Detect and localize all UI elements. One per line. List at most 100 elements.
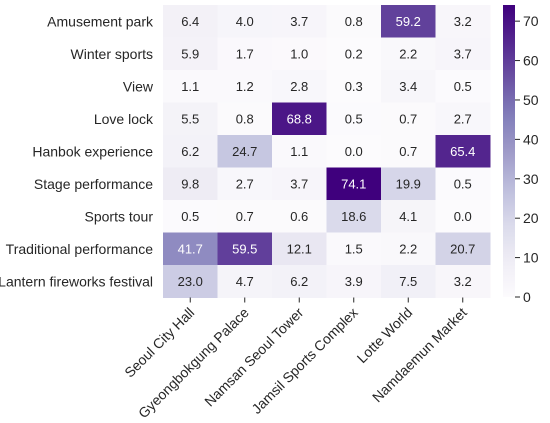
cell-value-label: 0.8 <box>236 111 254 126</box>
heatmap-cell <box>272 102 327 136</box>
heatmap-cell <box>326 167 382 201</box>
colorbar-tick-label: 30 <box>523 171 539 187</box>
heatmap-cell <box>272 135 327 168</box>
cell-value-label: 59.5 <box>232 241 257 256</box>
heatmap-cells: 6.4 4.0 3.7 0.8 59.2 3.2 5.9 1.7 1.0 0.2 2.2 3.7 1.1… <box>163 5 491 298</box>
colorbar-tick-label: 70 <box>523 13 539 29</box>
cell-value-label: 41.7 <box>178 241 203 256</box>
cell-value-label: 4.0 <box>236 14 254 29</box>
heatmap-cell <box>435 265 491 298</box>
heatmap-cell <box>163 5 218 38</box>
heatmap-cell <box>381 102 436 136</box>
heatmap-cell <box>435 70 491 103</box>
cell-value-label: 5.9 <box>181 46 199 61</box>
row-label: Stage performance <box>34 176 153 192</box>
row-label: Amusement park <box>47 13 154 29</box>
heatmap-cell <box>217 37 273 71</box>
cell-value-label: 0.0 <box>454 209 472 224</box>
heatmap-cell <box>163 37 218 71</box>
column-label: Namsan Seoul Tower <box>201 304 306 409</box>
cell-value-label: 20.7 <box>450 241 475 256</box>
colorbar-tick-label: 50 <box>523 92 539 108</box>
row-label: View <box>123 78 154 94</box>
cell-value-label: 0.6 <box>290 209 308 224</box>
cell-value-label: 3.2 <box>454 14 472 29</box>
heatmap-cell <box>272 70 327 103</box>
heatmap-cell <box>163 102 218 136</box>
colorbar-tick-label: 40 <box>523 131 539 147</box>
row-label: Lantern fireworks festival <box>0 273 153 289</box>
cell-value-label: 59.2 <box>396 14 421 29</box>
heatmap-cell <box>163 167 218 201</box>
cell-value-label: 0.5 <box>454 79 472 94</box>
heatmap-cell <box>217 135 273 168</box>
heatmap-cell <box>217 200 273 233</box>
column-label: Namdaemun Market <box>369 304 470 405</box>
heatmap-cell <box>435 167 491 201</box>
heatmap-cell <box>326 70 382 103</box>
row-label: Winter sports <box>71 46 153 62</box>
heatmap-cell <box>163 232 218 266</box>
heatmap-cell <box>272 265 327 298</box>
heatmap-cell <box>381 70 436 103</box>
heatmap-cell <box>326 5 382 38</box>
cell-value-label: 0.2 <box>345 46 363 61</box>
cell-value-label: 2.2 <box>399 46 417 61</box>
heatmap-cell <box>435 232 491 266</box>
heatmap-cell <box>381 200 436 233</box>
heatmap-cell <box>217 265 273 298</box>
colorbar-tick-label: 20 <box>523 210 539 226</box>
cell-value-label: 2.2 <box>399 241 417 256</box>
column-label: Gyeongbokgung Palace <box>135 304 252 421</box>
cell-value-label: 6.2 <box>290 274 308 289</box>
heatmap-cell <box>163 265 218 298</box>
cell-value-label: 12.1 <box>287 241 312 256</box>
heatmap-cell <box>217 5 273 38</box>
cell-value-label: 0.5 <box>345 111 363 126</box>
cell-value-label: 0.0 <box>345 144 363 159</box>
cell-value-label: 0.7 <box>399 111 417 126</box>
cell-value-label: 2.8 <box>290 79 308 94</box>
colorbar-tick-label: 10 <box>523 250 539 266</box>
cell-value-label: 0.8 <box>345 14 363 29</box>
heatmap-cell <box>326 102 382 136</box>
heatmap-cell <box>163 70 218 103</box>
heatmap-cell <box>163 135 218 168</box>
heatmap-cell <box>381 37 436 71</box>
heatmap-cell <box>217 70 273 103</box>
cell-value-label: 3.4 <box>399 79 417 94</box>
heatmap-cell <box>217 167 273 201</box>
cell-value-label: 1.1 <box>181 79 199 94</box>
cell-value-label: 3.7 <box>290 14 308 29</box>
colorbar-tick-label: 0 <box>523 289 531 305</box>
colorbar-gradient <box>503 5 515 297</box>
heatmap-cell <box>435 5 491 38</box>
heatmap-cell <box>326 135 382 168</box>
row-label: Sports tour <box>85 208 154 224</box>
cell-value-label: 9.8 <box>181 176 199 191</box>
cell-value-label: 5.5 <box>181 111 199 126</box>
column-label: Jamsil Sports Complex <box>248 304 361 417</box>
heatmap-cell <box>435 102 491 136</box>
heatmap-cell <box>435 37 491 71</box>
cell-value-label: 0.5 <box>181 209 199 224</box>
heatmap-cell <box>326 200 382 233</box>
heatmap-cell <box>381 265 436 298</box>
heatmap-cell <box>381 135 436 168</box>
heatmap-cell <box>272 37 327 71</box>
cell-value-label: 2.7 <box>236 176 254 191</box>
cell-value-label: 3.2 <box>454 274 472 289</box>
cell-value-label: 4.7 <box>236 274 254 289</box>
heatmap-cell <box>381 167 436 201</box>
row-label: Traditional performance <box>6 241 154 257</box>
heatmap-cell <box>435 135 491 168</box>
cell-value-label: 7.5 <box>399 274 417 289</box>
heatmap-cell <box>163 200 218 233</box>
cell-value-label: 2.7 <box>454 111 472 126</box>
cell-value-label: 24.7 <box>232 144 257 159</box>
cell-value-label: 4.1 <box>399 209 417 224</box>
cell-value-label: 18.6 <box>341 209 366 224</box>
heatmap-cell <box>272 5 327 38</box>
row-labels: Amusement park Winter sports View Love lock… <box>0 13 154 289</box>
